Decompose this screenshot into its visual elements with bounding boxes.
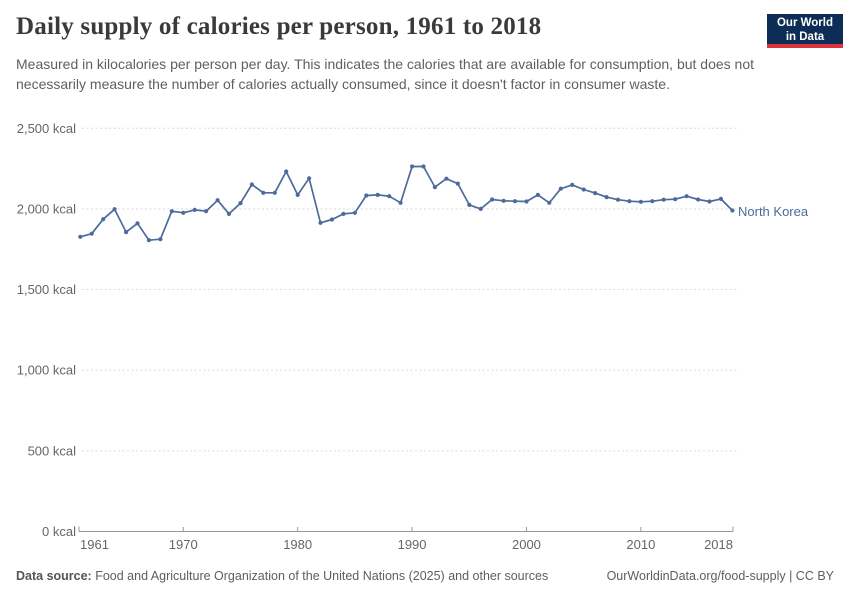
data-point[interactable]	[146, 238, 151, 243]
data-source-text: Food and Agriculture Organization of the…	[91, 569, 549, 583]
chart-subtitle: Measured in kilocalories per person per …	[16, 56, 755, 92]
data-point[interactable]	[375, 192, 380, 197]
data-point[interactable]	[490, 197, 495, 202]
data-point[interactable]	[455, 181, 460, 186]
x-axis-tick-label: 2000	[512, 537, 541, 552]
data-point[interactable]	[707, 199, 712, 204]
data-point[interactable]	[547, 200, 552, 205]
data-point[interactable]	[410, 164, 415, 169]
data-point[interactable]	[604, 195, 609, 200]
data-point[interactable]	[261, 190, 266, 195]
data-point[interactable]	[558, 186, 563, 191]
data-point[interactable]	[730, 208, 735, 213]
page-title: Daily supply of calories per person, 196…	[16, 13, 542, 40]
data-point[interactable]	[673, 197, 678, 202]
x-axis-tick-label: 2010	[626, 537, 655, 552]
data-line[interactable]	[79, 165, 734, 242]
data-point[interactable]	[627, 199, 632, 204]
data-point[interactable]	[467, 202, 472, 207]
data-source-label: Data source:	[16, 569, 92, 583]
x-axis-tick-label: 1961	[80, 537, 109, 552]
y-axis-tick-label: 1,000 kcal	[17, 363, 76, 378]
data-point[interactable]	[284, 169, 289, 174]
data-point[interactable]	[478, 206, 483, 211]
data-point[interactable]	[696, 197, 701, 202]
y-axis-tick-label: 1,500 kcal	[17, 282, 76, 297]
data-point[interactable]	[615, 197, 621, 202]
data-point[interactable]	[387, 194, 392, 199]
data-point[interactable]	[535, 192, 541, 197]
data-point[interactable]	[684, 194, 689, 199]
data-point[interactable]	[318, 220, 323, 225]
data-point[interactable]	[593, 191, 598, 196]
x-axis-tick-label: 2018	[704, 537, 733, 552]
data-point[interactable]	[512, 199, 518, 204]
data-point[interactable]	[638, 199, 644, 204]
y-axis-tick-label: 0 kcal	[42, 524, 76, 539]
data-point[interactable]	[226, 211, 232, 216]
data-point[interactable]	[650, 199, 655, 204]
data-point[interactable]	[661, 197, 666, 202]
data-point[interactable]	[238, 201, 243, 206]
owid-logo-line2: in Data	[785, 30, 825, 43]
data-point[interactable]	[101, 217, 106, 222]
data-point[interactable]	[295, 192, 300, 197]
y-axis-tick-label: 2,500 kcal	[17, 121, 76, 136]
series-end-label[interactable]: North Korea	[738, 204, 809, 219]
data-point[interactable]	[112, 207, 117, 212]
data-point[interactable]	[398, 200, 403, 205]
data-point[interactable]	[501, 198, 506, 203]
x-axis-tick-label: 1980	[283, 537, 312, 552]
data-point[interactable]	[307, 176, 312, 181]
data-point[interactable]	[421, 164, 426, 169]
data-point[interactable]	[364, 193, 369, 198]
y-axis-tick-label: 500 kcal	[28, 443, 77, 458]
data-point[interactable]	[169, 209, 174, 214]
data-point[interactable]	[192, 207, 197, 212]
data-point[interactable]	[329, 217, 335, 222]
x-axis-tick-label: 1990	[398, 537, 427, 552]
data-point[interactable]	[718, 196, 724, 201]
owid-logo-line1: Our World	[776, 17, 833, 29]
data-point[interactable]	[341, 211, 346, 216]
owid-logo[interactable]: Our World in Data	[767, 14, 843, 48]
data-point[interactable]	[204, 209, 209, 214]
data-point[interactable]	[158, 237, 163, 242]
x-axis-tick-label: 1970	[169, 537, 198, 552]
data-point[interactable]	[444, 176, 449, 181]
data-point[interactable]	[124, 230, 129, 235]
data-point[interactable]	[432, 185, 437, 190]
data-point[interactable]	[524, 199, 529, 204]
data-point[interactable]	[181, 210, 186, 215]
data-point[interactable]	[249, 182, 254, 187]
data-source-note: Data source: Food and Agriculture Organi…	[16, 569, 548, 583]
data-point[interactable]	[581, 187, 586, 192]
attribution-link[interactable]: OurWorldinData.org/food-supply | CC BY	[606, 569, 834, 583]
data-point[interactable]	[78, 234, 83, 239]
data-point[interactable]	[570, 182, 575, 187]
data-point[interactable]	[352, 210, 357, 215]
data-point[interactable]	[135, 221, 140, 226]
data-point[interactable]	[89, 231, 94, 236]
data-point[interactable]	[272, 190, 277, 195]
data-point[interactable]	[215, 198, 220, 203]
y-axis-tick-label: 2,000 kcal	[17, 201, 76, 216]
